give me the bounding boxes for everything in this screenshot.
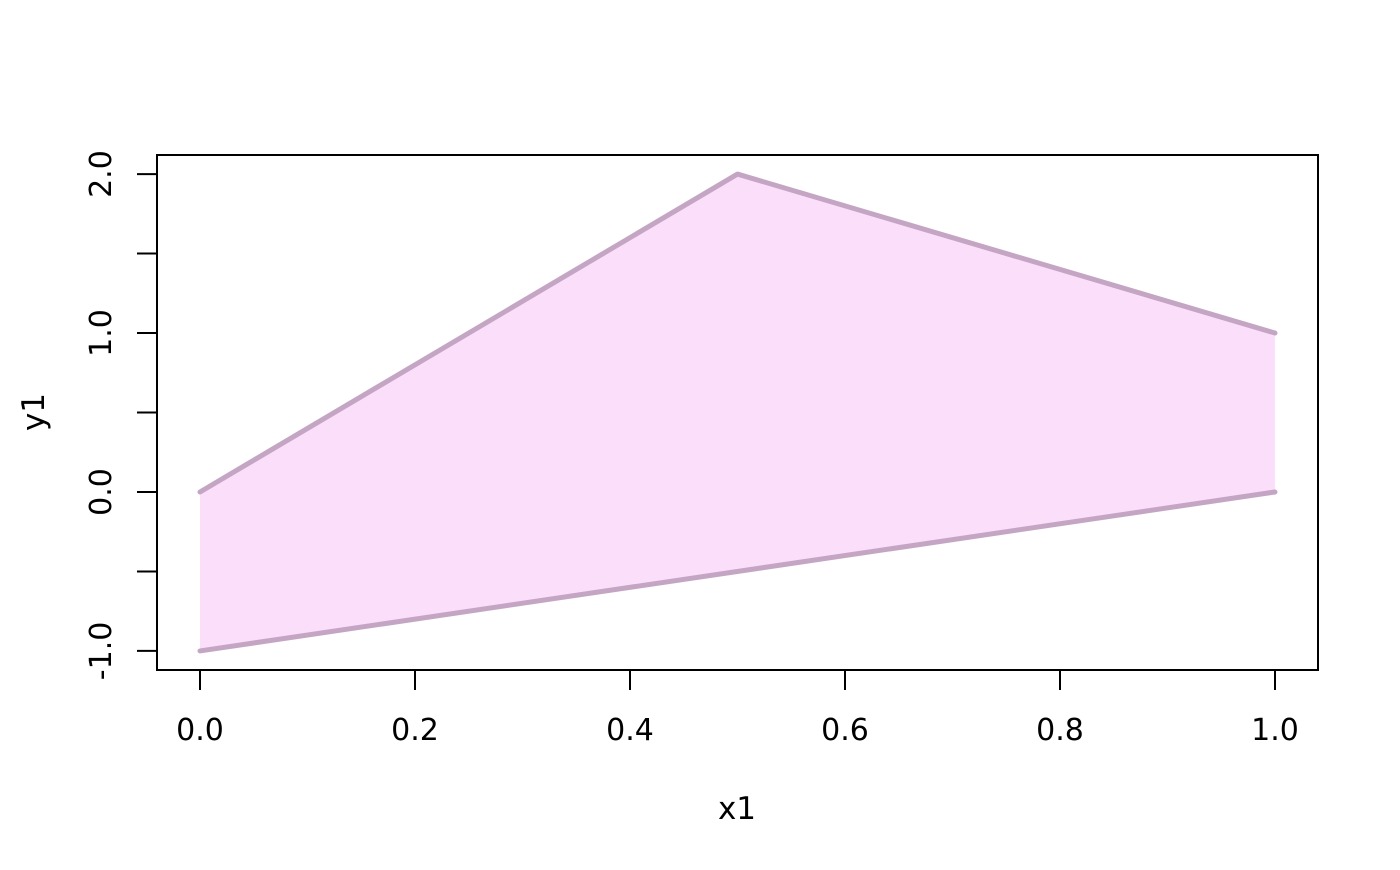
x-axis-title: x1 (718, 791, 756, 827)
x-axis-tick-label: 0.4 (606, 713, 654, 748)
x-axis-tick-label: 0.8 (1036, 713, 1084, 748)
upper-bound-line (197, 171, 1278, 495)
y-axis-tick-label: 1.0 (84, 309, 119, 357)
x-axis-tick-label: 1.0 (1251, 713, 1299, 748)
y-axis-tick-label: 2.0 (84, 150, 119, 198)
x-axis-tick-label: 0.6 (821, 713, 869, 748)
axis-layer: 0.0 0.2 0.4 0.6 0.8 1.0 -1.0 0.0 1.0 2.0 (84, 150, 1299, 748)
x-axis-tick-label: 0.2 (391, 713, 439, 748)
y-axis-title: y1 (16, 393, 52, 431)
y-axis-tick-label: -1.0 (84, 622, 119, 681)
x-axis-tick-label: 0.0 (176, 713, 224, 748)
lower-bound-line (197, 489, 1278, 654)
band-layer (197, 171, 1278, 654)
confidence-band-fill (200, 174, 1275, 651)
plot-frame (156, 154, 1319, 671)
y-axis-tick-label: 0.0 (84, 468, 119, 516)
